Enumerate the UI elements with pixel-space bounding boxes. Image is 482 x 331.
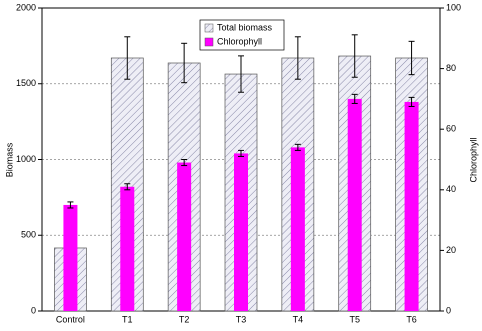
y2-tick-label: 80 <box>446 63 456 73</box>
x-tick-label: T6 <box>406 314 417 324</box>
legend-box <box>199 19 285 51</box>
y-axis-label: Biomass <box>4 142 14 177</box>
y-tick-label: 1000 <box>16 154 36 164</box>
legend-label: Chlorophyll <box>217 36 262 46</box>
y2-tick-label: 20 <box>446 245 456 255</box>
legend-swatch <box>204 23 214 33</box>
y2-tick-label: 0 <box>446 305 451 315</box>
y2-tick-label: 100 <box>446 2 461 12</box>
bar <box>63 204 78 311</box>
x-tick-label: Control <box>56 314 85 324</box>
x-tick-label: T1 <box>122 314 133 324</box>
bar <box>177 162 192 311</box>
y-tick-label: 500 <box>21 230 36 240</box>
bar <box>404 101 419 312</box>
bar <box>234 153 248 311</box>
legend-label: Total biomass <box>217 22 273 32</box>
y2-tick-label: 60 <box>446 124 456 134</box>
y-tick-label: 0 <box>31 305 36 315</box>
y-tick-label: 2000 <box>16 2 36 12</box>
y2-tick-label: 40 <box>446 184 456 194</box>
y2-axis-label: Chlorophyll <box>468 137 478 182</box>
bar <box>120 186 135 311</box>
bar <box>290 147 305 311</box>
legend-swatch <box>204 37 214 47</box>
y-tick-label: 1500 <box>16 78 36 88</box>
bar <box>347 98 362 312</box>
x-tick-label: T3 <box>236 314 247 324</box>
x-tick-label: T4 <box>293 314 304 324</box>
x-tick-label: T5 <box>349 314 360 324</box>
x-tick-label: T2 <box>179 314 190 324</box>
